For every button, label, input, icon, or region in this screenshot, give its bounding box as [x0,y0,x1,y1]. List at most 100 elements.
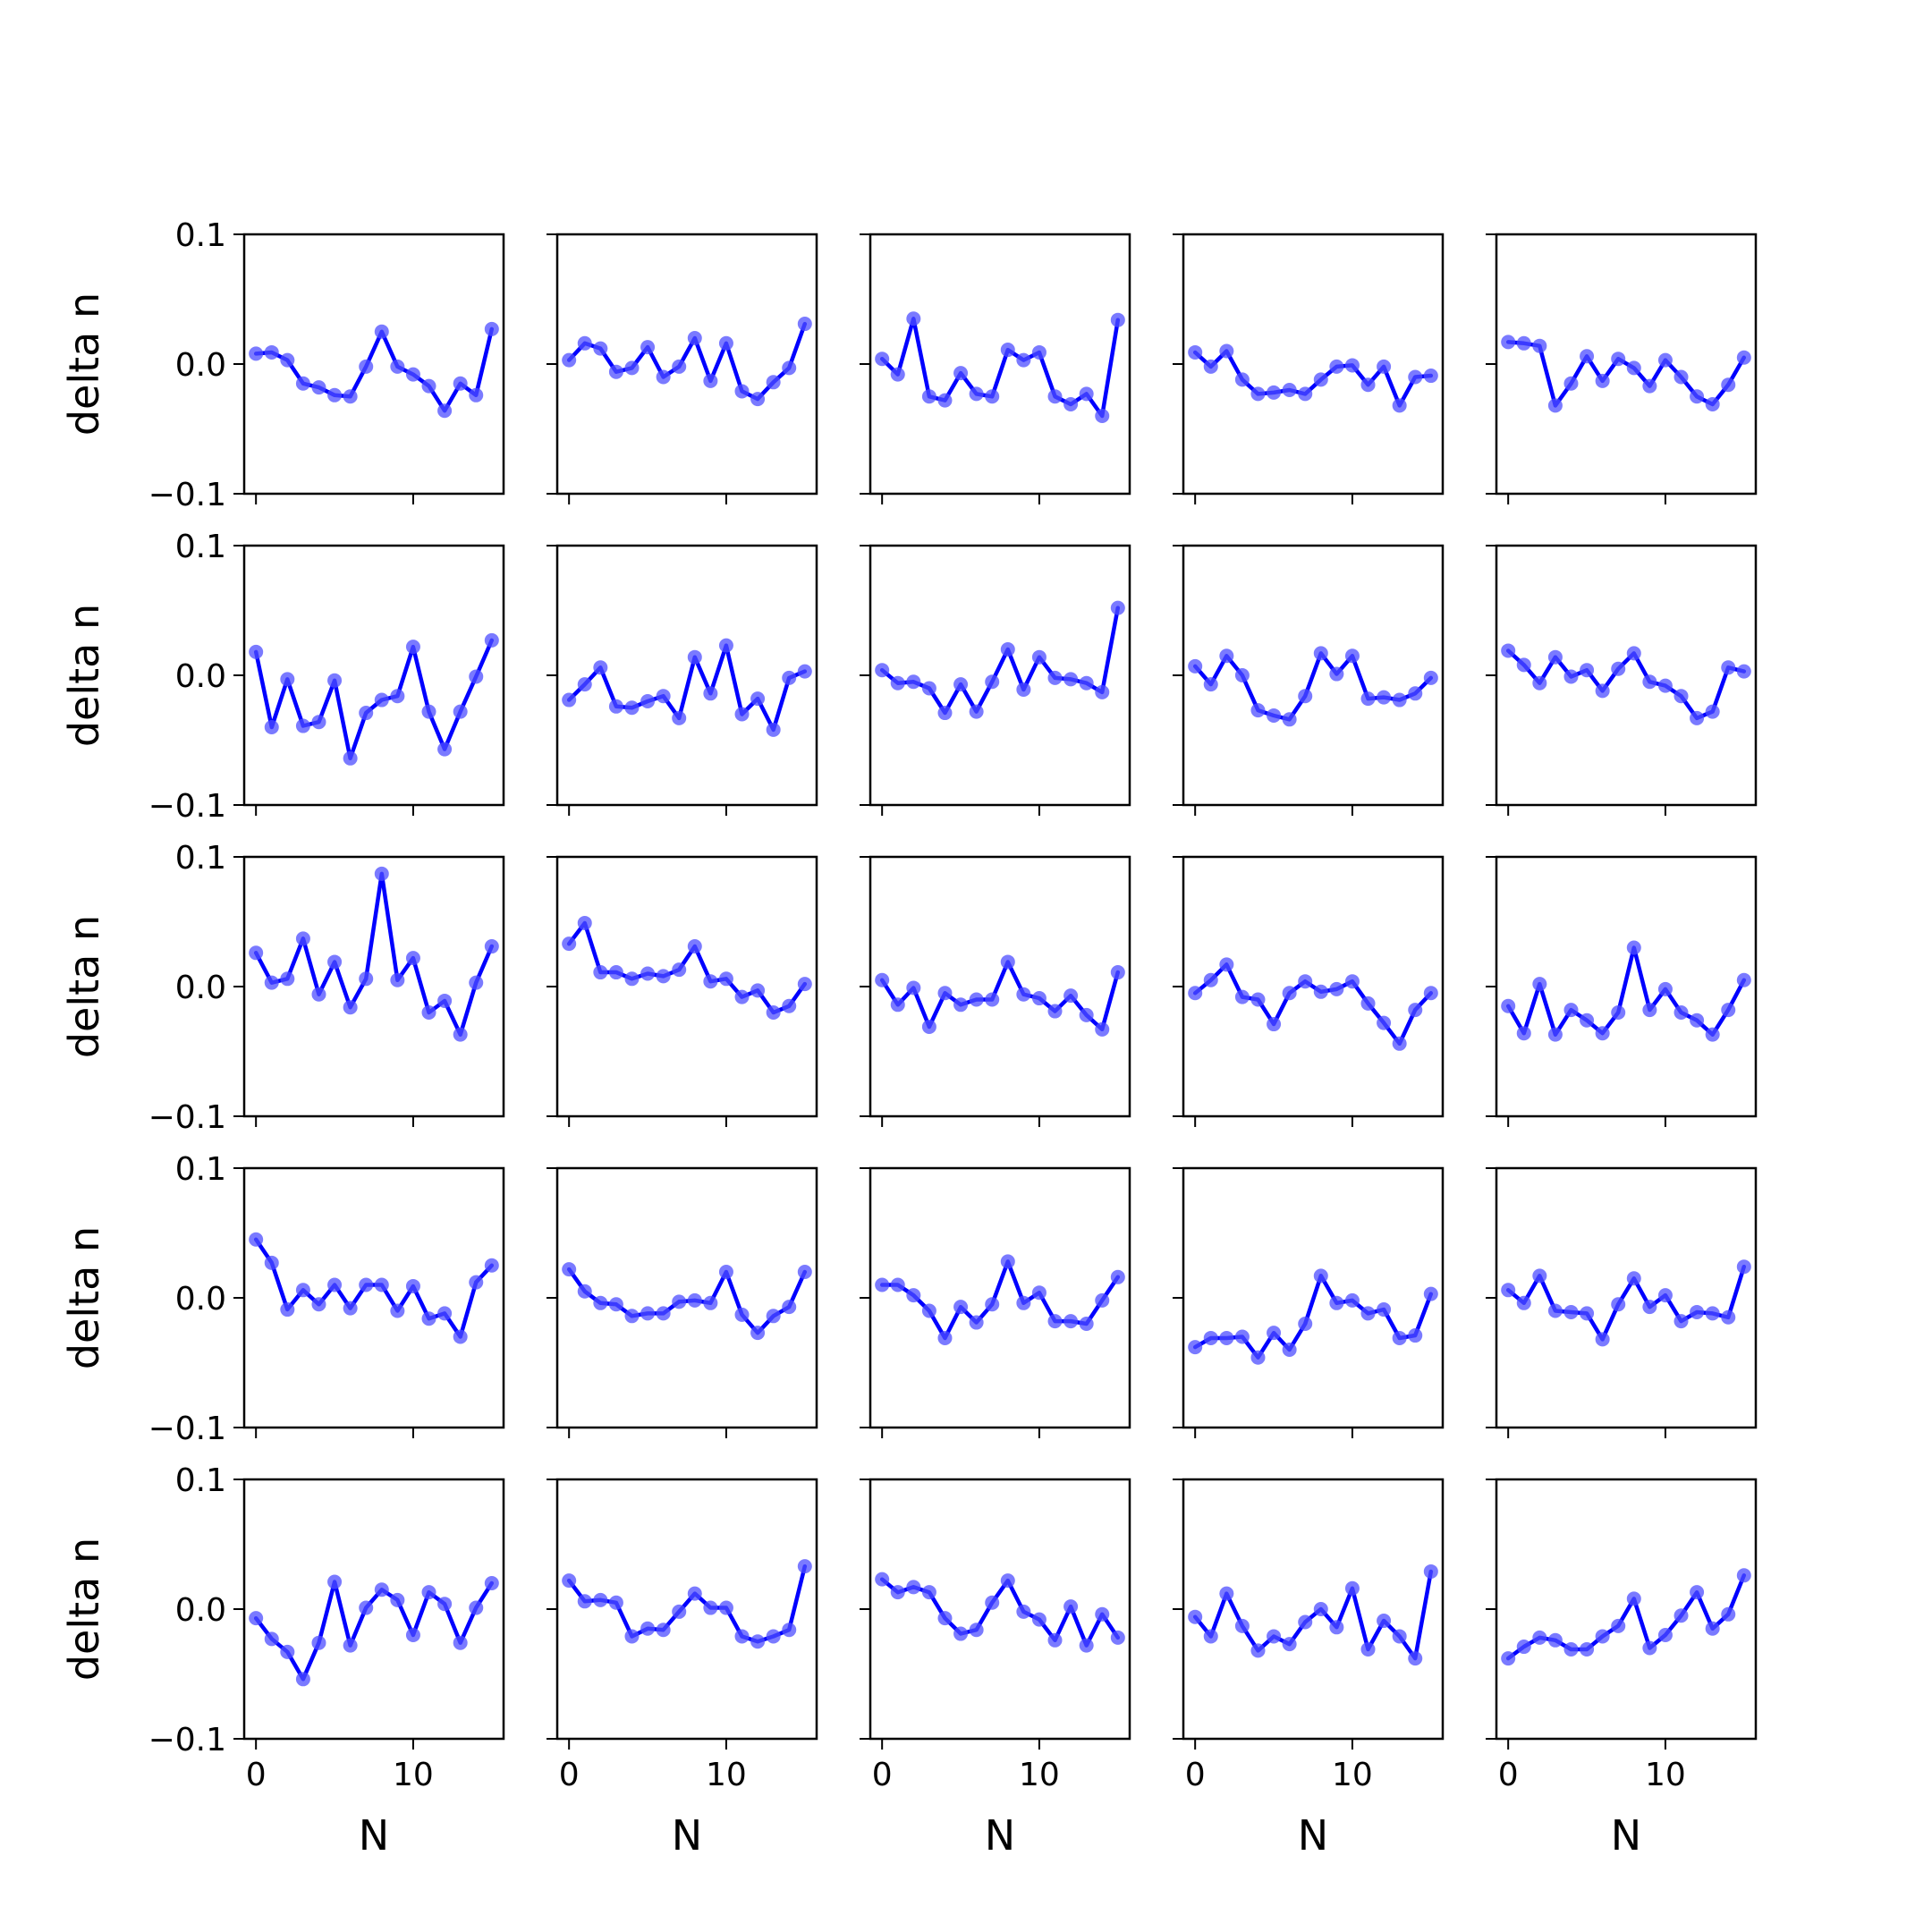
data-point [437,1597,453,1612]
data-point [672,1294,687,1309]
plot-frame [555,544,818,807]
data-point [593,1295,608,1310]
subplot [1173,855,1445,1127]
data-point [1563,1003,1579,1018]
subplot: −0.1 0.0 0.1 delta n [60,840,505,1136]
data-point [1079,675,1094,691]
data-point [453,704,468,719]
data-point [311,380,326,395]
y-tick-label: 0.1 [175,217,226,254]
y-tick-label: 0.1 [175,1462,226,1499]
data-point [1705,396,1720,411]
data-point [1234,1618,1250,1633]
data-point [469,669,484,684]
data-point [1203,1330,1218,1345]
series-line [879,960,1121,1032]
data-point [1626,1591,1641,1606]
subplot: 0 10N [1486,1478,1758,1860]
data-point [766,1629,781,1644]
data-point [1095,409,1110,423]
data-point [453,1635,468,1650]
data-point [327,1277,343,1292]
subplot [1173,233,1445,504]
data-point [687,331,702,345]
data-point [1250,1350,1266,1365]
data-point [343,1000,358,1015]
data-point [1423,1286,1438,1301]
data-point [734,1307,750,1322]
subplot: −0.1 0.0 0.1 delta n [60,1151,505,1447]
data-point [703,373,718,388]
data-point [1547,1303,1563,1318]
data-point [703,686,718,701]
data-point [1377,1614,1392,1629]
data-point [359,359,374,374]
data-point [890,997,905,1013]
data-point [1063,396,1079,411]
data-point [656,1623,671,1638]
data-point [782,998,797,1013]
data-point [1344,1292,1360,1308]
data-point [264,1255,279,1270]
data-point [562,1573,577,1589]
x-tick-label: 10 [1645,1757,1686,1793]
data-point [797,977,812,992]
data-point [1690,710,1705,725]
series-line [1192,1569,1434,1661]
data-point [1674,369,1689,385]
y-tick-label: −0.1 [148,788,226,825]
data-point [608,965,623,980]
data-point [1532,1630,1547,1645]
data-point [405,640,420,655]
x-tick-label: 0 [1185,1757,1206,1793]
series-line [879,1577,1121,1648]
data-point [937,706,953,721]
data-point [1705,1306,1720,1321]
y-tick-label: −0.1 [148,1722,226,1758]
data-point [1250,1643,1266,1658]
data-point [1705,1027,1720,1042]
data-point [1282,986,1297,1001]
plot-frame [555,233,818,496]
y-axis-label: delta n [60,1226,108,1369]
data-point [405,951,420,966]
data-point [969,992,984,1007]
plot-frame [242,233,505,496]
data-point [1721,1003,1736,1018]
data-point [264,1631,279,1647]
data-point [1329,359,1344,374]
data-point [577,677,592,692]
plot-frame [555,1478,818,1741]
data-point [1360,996,1376,1011]
series-line [879,1259,1121,1341]
data-point [656,369,671,385]
data-point [562,692,577,708]
data-point [421,1311,436,1326]
plot-frame [1182,233,1445,496]
data-point [405,1628,420,1642]
subplot [547,233,818,504]
data-point [1298,1614,1313,1630]
data-point [953,1626,969,1641]
data-point [1690,389,1705,404]
data-point [1547,1632,1563,1648]
x-tick-label: 10 [1332,1757,1373,1793]
data-point [1657,678,1673,693]
data-point [1516,657,1531,673]
data-point [1313,984,1328,999]
data-point [687,939,702,954]
data-point [750,392,766,407]
data-point [421,1005,436,1020]
data-point [1000,1254,1015,1269]
data-point [469,975,484,990]
data-point [374,866,389,881]
plot-frame [869,1166,1131,1429]
data-point [672,962,687,978]
data-point [750,1326,766,1341]
series-line [879,317,1121,419]
data-point [1344,358,1360,373]
data-point [421,378,436,394]
data-point [1298,974,1313,989]
x-axis-label: N [985,1811,1015,1860]
data-point [1360,691,1376,707]
